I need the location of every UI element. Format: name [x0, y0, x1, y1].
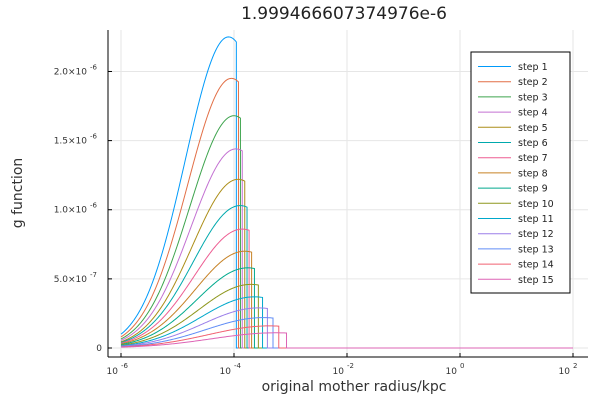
- series-line-2: [120, 77, 573, 349]
- series-line-12: [120, 307, 573, 349]
- legend-entry: step 2: [518, 77, 548, 88]
- x-axis-label: original mother radius/kpc: [262, 379, 447, 395]
- series-line-15: [120, 332, 573, 349]
- series-line-3: [120, 115, 573, 349]
- y-tick-label: 5.0×10: [54, 275, 88, 285]
- series-line-13: [120, 317, 573, 349]
- x-tick-exponent: -4: [234, 362, 242, 370]
- legend-entry: step 12: [518, 229, 554, 240]
- x-tick-label: 10: [107, 367, 119, 377]
- x-tick-exponent: 0: [460, 362, 464, 370]
- y-tick-exponent: -7: [90, 271, 97, 279]
- legend-entry: step 11: [518, 214, 554, 225]
- y-tick-label: 2.0×10: [54, 67, 88, 77]
- series-line-7: [120, 228, 573, 349]
- y-tick-exponent: -6: [90, 63, 98, 71]
- legend-entry: step 6: [518, 138, 548, 149]
- series-line-5: [120, 178, 573, 349]
- series-line-9: [120, 267, 573, 349]
- legend-entry: step 7: [518, 153, 548, 164]
- legend-entry: step 3: [518, 92, 548, 103]
- y-tick-label: 0: [96, 344, 102, 354]
- chart-title: 1.999466607374976e-6: [241, 4, 447, 24]
- x-tick-label: 10: [446, 367, 458, 377]
- series-line-6: [120, 205, 573, 349]
- series-group: [120, 36, 573, 349]
- legend-entry: step 5: [518, 123, 548, 134]
- x-tick-exponent: -6: [121, 362, 129, 370]
- y-tick-exponent: -6: [90, 202, 98, 210]
- series-line-11: [120, 296, 573, 349]
- x-tick-label: 10: [559, 367, 571, 377]
- legend-entry: step 9: [518, 184, 548, 195]
- series-line-4: [120, 148, 573, 349]
- series-line-1: [120, 36, 573, 349]
- x-tick-exponent: 2: [573, 362, 577, 370]
- x-tick-exponent: -2: [347, 362, 354, 370]
- series-line-14: [120, 325, 573, 349]
- legend-entry: step 1: [518, 62, 548, 73]
- series-line-10: [120, 283, 573, 349]
- legend: step 1 step 2 step 3 step 4 step 5 step 6 step…: [470, 51, 571, 294]
- y-tick-exponent: -6: [90, 133, 98, 141]
- x-tick-label: 10: [220, 367, 232, 377]
- x-tick-label: 10: [333, 367, 345, 377]
- y-tick-label: 1.0×10: [54, 206, 88, 216]
- legend-entry: step 8: [518, 168, 548, 179]
- legend-entry: step 10: [518, 199, 554, 210]
- legend-entry: step 4: [518, 108, 548, 119]
- series-line-8: [120, 250, 573, 349]
- y-tick-label: 1.5×10: [54, 137, 88, 147]
- y-axis-label: g function: [10, 158, 26, 229]
- legend-entry: step 13: [518, 244, 554, 255]
- legend-entry: step 14: [518, 260, 554, 271]
- legend-entry: step 15: [518, 275, 554, 286]
